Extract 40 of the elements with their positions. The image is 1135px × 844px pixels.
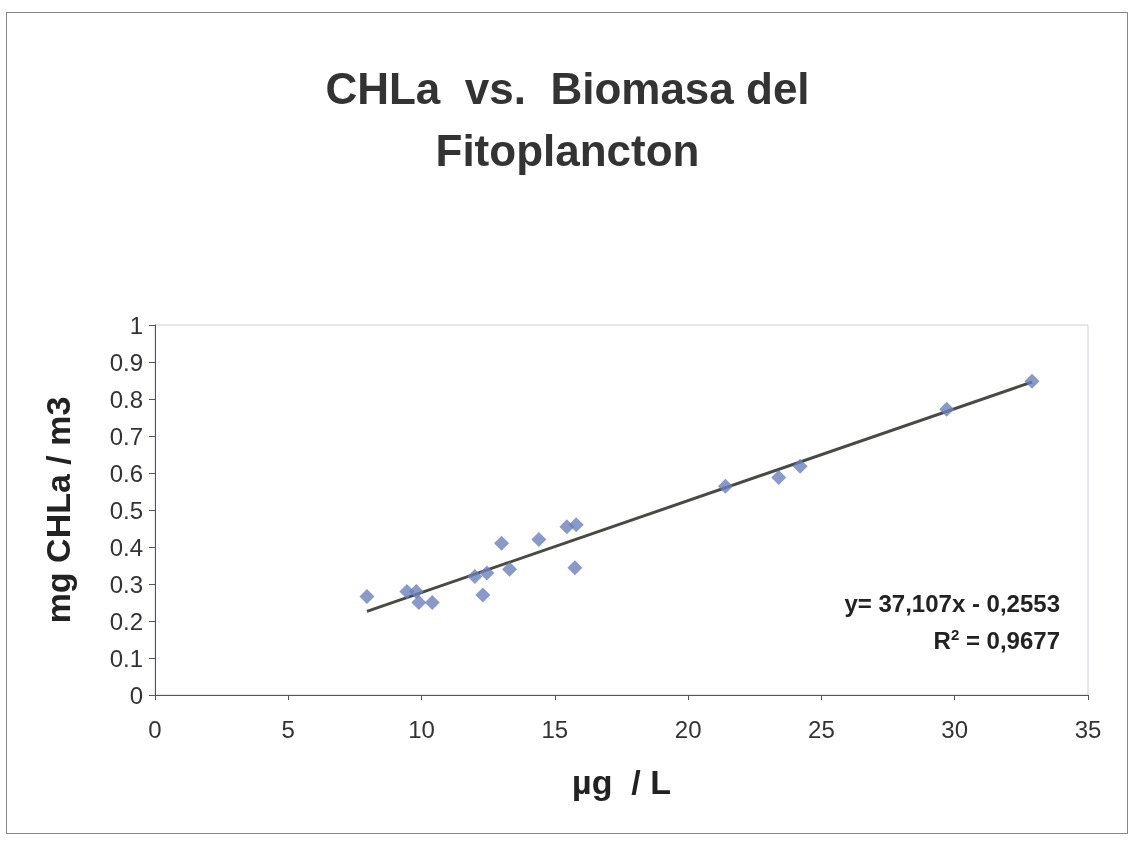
point xyxy=(475,587,491,603)
point xyxy=(1024,373,1040,389)
point xyxy=(479,565,495,581)
x-tick-label: 15 xyxy=(541,715,569,743)
x-tick-label: 0 xyxy=(148,715,162,743)
y-tick-label: 0.1 xyxy=(109,644,143,672)
point xyxy=(502,561,518,577)
point xyxy=(771,469,787,485)
x-tick-label: 5 xyxy=(281,715,295,743)
x-tick-label: 30 xyxy=(941,715,969,743)
point xyxy=(567,560,583,576)
point xyxy=(494,535,510,551)
y-tick-label: 0.6 xyxy=(109,459,143,487)
point xyxy=(568,517,584,533)
y-tick-label: 0.3 xyxy=(109,570,143,598)
y-tick-label: 0.8 xyxy=(109,385,143,413)
y-tick-label: 1 xyxy=(129,311,143,339)
point xyxy=(792,458,808,474)
y-tick-label: 0.5 xyxy=(109,496,143,524)
x-axis-title: µg / L xyxy=(572,763,671,801)
point xyxy=(424,595,440,610)
y-tick-label: 0.9 xyxy=(109,348,143,376)
x-tick-label: 35 xyxy=(1074,715,1102,743)
y-axis-title: mg CHLa / m3 xyxy=(39,396,77,624)
point xyxy=(408,583,424,599)
chart-title: CHLa vs. Biomasa del Fitoplancton xyxy=(325,63,810,175)
point xyxy=(531,532,547,548)
annotation: y= 37,107x - 0,2553 R$^{2}$ = 0,9677 xyxy=(844,589,1060,657)
y-tick-label: 0.2 xyxy=(109,607,143,635)
y-tick-label: 0 xyxy=(129,681,143,709)
x-tick-label: 25 xyxy=(808,715,835,743)
point xyxy=(467,569,483,585)
point xyxy=(411,595,427,610)
point xyxy=(717,478,733,494)
point xyxy=(939,401,955,417)
x-tick-label: 20 xyxy=(674,715,702,743)
point xyxy=(359,589,375,605)
y-tick-label: 0.7 xyxy=(109,422,143,450)
y-tick-label: 0.4 xyxy=(109,533,143,561)
x-tick-label: 10 xyxy=(408,715,435,743)
